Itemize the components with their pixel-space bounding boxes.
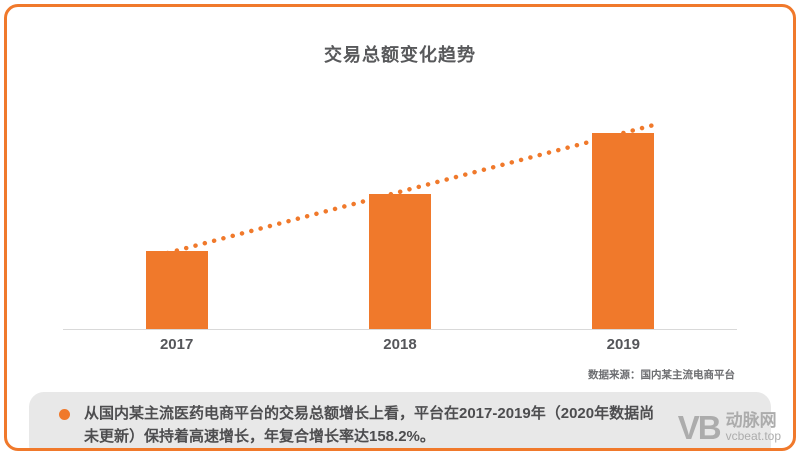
bar-2019 [592,133,655,329]
bars [65,91,735,329]
x-axis-labels: 2017 2018 2019 [65,336,735,353]
summary-note-text: 从国内某主流医药电商平台的交易总额增长上看，平台在2017-2019年（2020… [84,405,655,445]
bar-2018 [368,193,431,329]
watermark: VB 动脉网 vcbeat.top [678,411,781,444]
data-source-label: 数据来源：国内某主流电商平台 [588,369,735,381]
x-tick-2019: 2019 [606,336,640,353]
watermark-name: 动脉网 [725,410,777,430]
vcbeat-logo-icon: VB [677,409,722,446]
bar-2017 [145,250,208,329]
x-axis [63,329,737,330]
summary-note: 从国内某主流医药电商平台的交易总额增长上看，平台在2017-2019年（2020… [29,392,771,448]
x-tick-2018: 2018 [383,336,417,353]
chart-card: 交易总额变化趋势 2017 2018 2019 数据来源：国内某主流电商平台 从国内… [4,4,796,451]
chart-area: 2017 2018 2019 [63,91,737,353]
bullet-icon [59,409,70,420]
watermark-site: vcbeat.top [725,429,781,444]
x-tick-2017: 2017 [159,336,194,353]
chart-title: 交易总额变化趋势 [324,45,476,65]
